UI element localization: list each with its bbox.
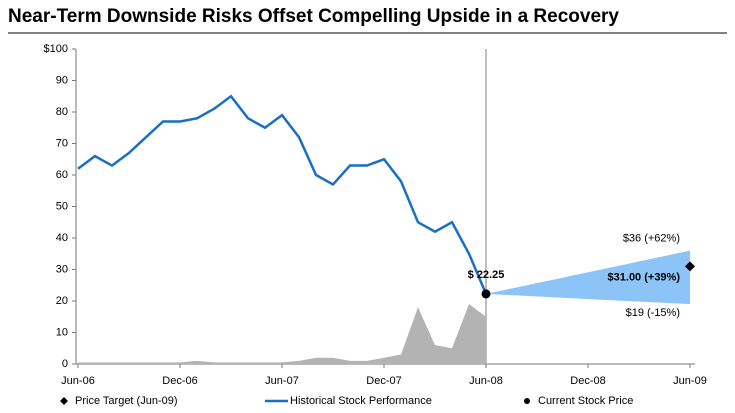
target-label: $31.00 (+39%) xyxy=(608,271,681,283)
y-tick-label: 30 xyxy=(56,263,68,275)
projection-range xyxy=(486,250,690,305)
x-tick-label: Jun-09 xyxy=(673,375,707,387)
x-tick-label: Dec-08 xyxy=(570,375,605,387)
y-tick-label: 40 xyxy=(56,232,68,244)
current-price-label: $ 22.25 xyxy=(468,269,505,281)
volume-area xyxy=(78,304,486,364)
x-tick-label: Jun-07 xyxy=(265,375,299,387)
y-tick-label: 90 xyxy=(56,74,68,86)
legend-dot xyxy=(524,398,530,404)
legend-label: Current Stock Price xyxy=(538,395,633,407)
range-low-label: $19 (-15%) xyxy=(626,307,680,319)
chart-title: Near-Term Downside Risks Offset Compelli… xyxy=(8,6,619,27)
y-tick-label: 10 xyxy=(56,326,68,338)
x-tick-label: Jun-06 xyxy=(61,375,95,387)
current-price-dot xyxy=(481,289,491,299)
y-tick-label: 60 xyxy=(56,169,68,181)
y-tick-label: 70 xyxy=(56,137,68,149)
x-tick-label: Dec-07 xyxy=(366,375,401,387)
y-tick-label: $100 xyxy=(44,43,68,55)
target-diamond xyxy=(685,261,695,272)
range-high-label: $36 (+62%) xyxy=(623,233,680,245)
y-tick-label: 20 xyxy=(56,295,68,307)
legend-diamond xyxy=(60,397,68,405)
legend-label: Price Target (Jun-09) xyxy=(75,395,178,407)
y-tick-label: 0 xyxy=(62,358,68,370)
y-tick-label: 80 xyxy=(56,106,68,118)
y-tick-label: 50 xyxy=(56,200,68,212)
x-tick-label: Dec-06 xyxy=(162,375,197,387)
x-tick-label: Jun-08 xyxy=(469,375,503,387)
legend-label: Historical Stock Performance xyxy=(290,395,432,407)
price-line xyxy=(77,94,488,295)
